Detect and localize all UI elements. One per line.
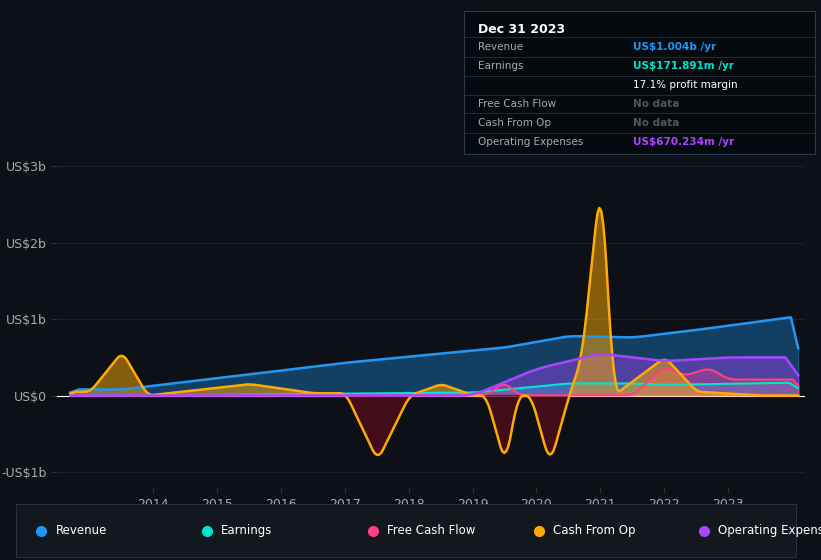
Text: US$1.004b /yr: US$1.004b /yr (632, 42, 716, 52)
Text: Dec 31 2023: Dec 31 2023 (478, 22, 565, 36)
Text: Operating Expenses: Operating Expenses (478, 137, 583, 147)
Text: Operating Expenses: Operating Expenses (718, 524, 821, 537)
Text: Cash From Op: Cash From Op (478, 118, 551, 128)
Text: No data: No data (632, 118, 679, 128)
Text: No data: No data (632, 99, 679, 109)
Text: US$670.234m /yr: US$670.234m /yr (632, 137, 734, 147)
Text: US$171.891m /yr: US$171.891m /yr (632, 61, 733, 71)
Text: Earnings: Earnings (478, 61, 524, 71)
Text: Earnings: Earnings (221, 524, 273, 537)
Text: Revenue: Revenue (56, 524, 107, 537)
Text: Free Cash Flow: Free Cash Flow (478, 99, 556, 109)
Text: Revenue: Revenue (478, 42, 523, 52)
Text: Free Cash Flow: Free Cash Flow (387, 524, 475, 537)
Text: Cash From Op: Cash From Op (553, 524, 635, 537)
Text: 17.1% profit margin: 17.1% profit margin (632, 81, 737, 91)
